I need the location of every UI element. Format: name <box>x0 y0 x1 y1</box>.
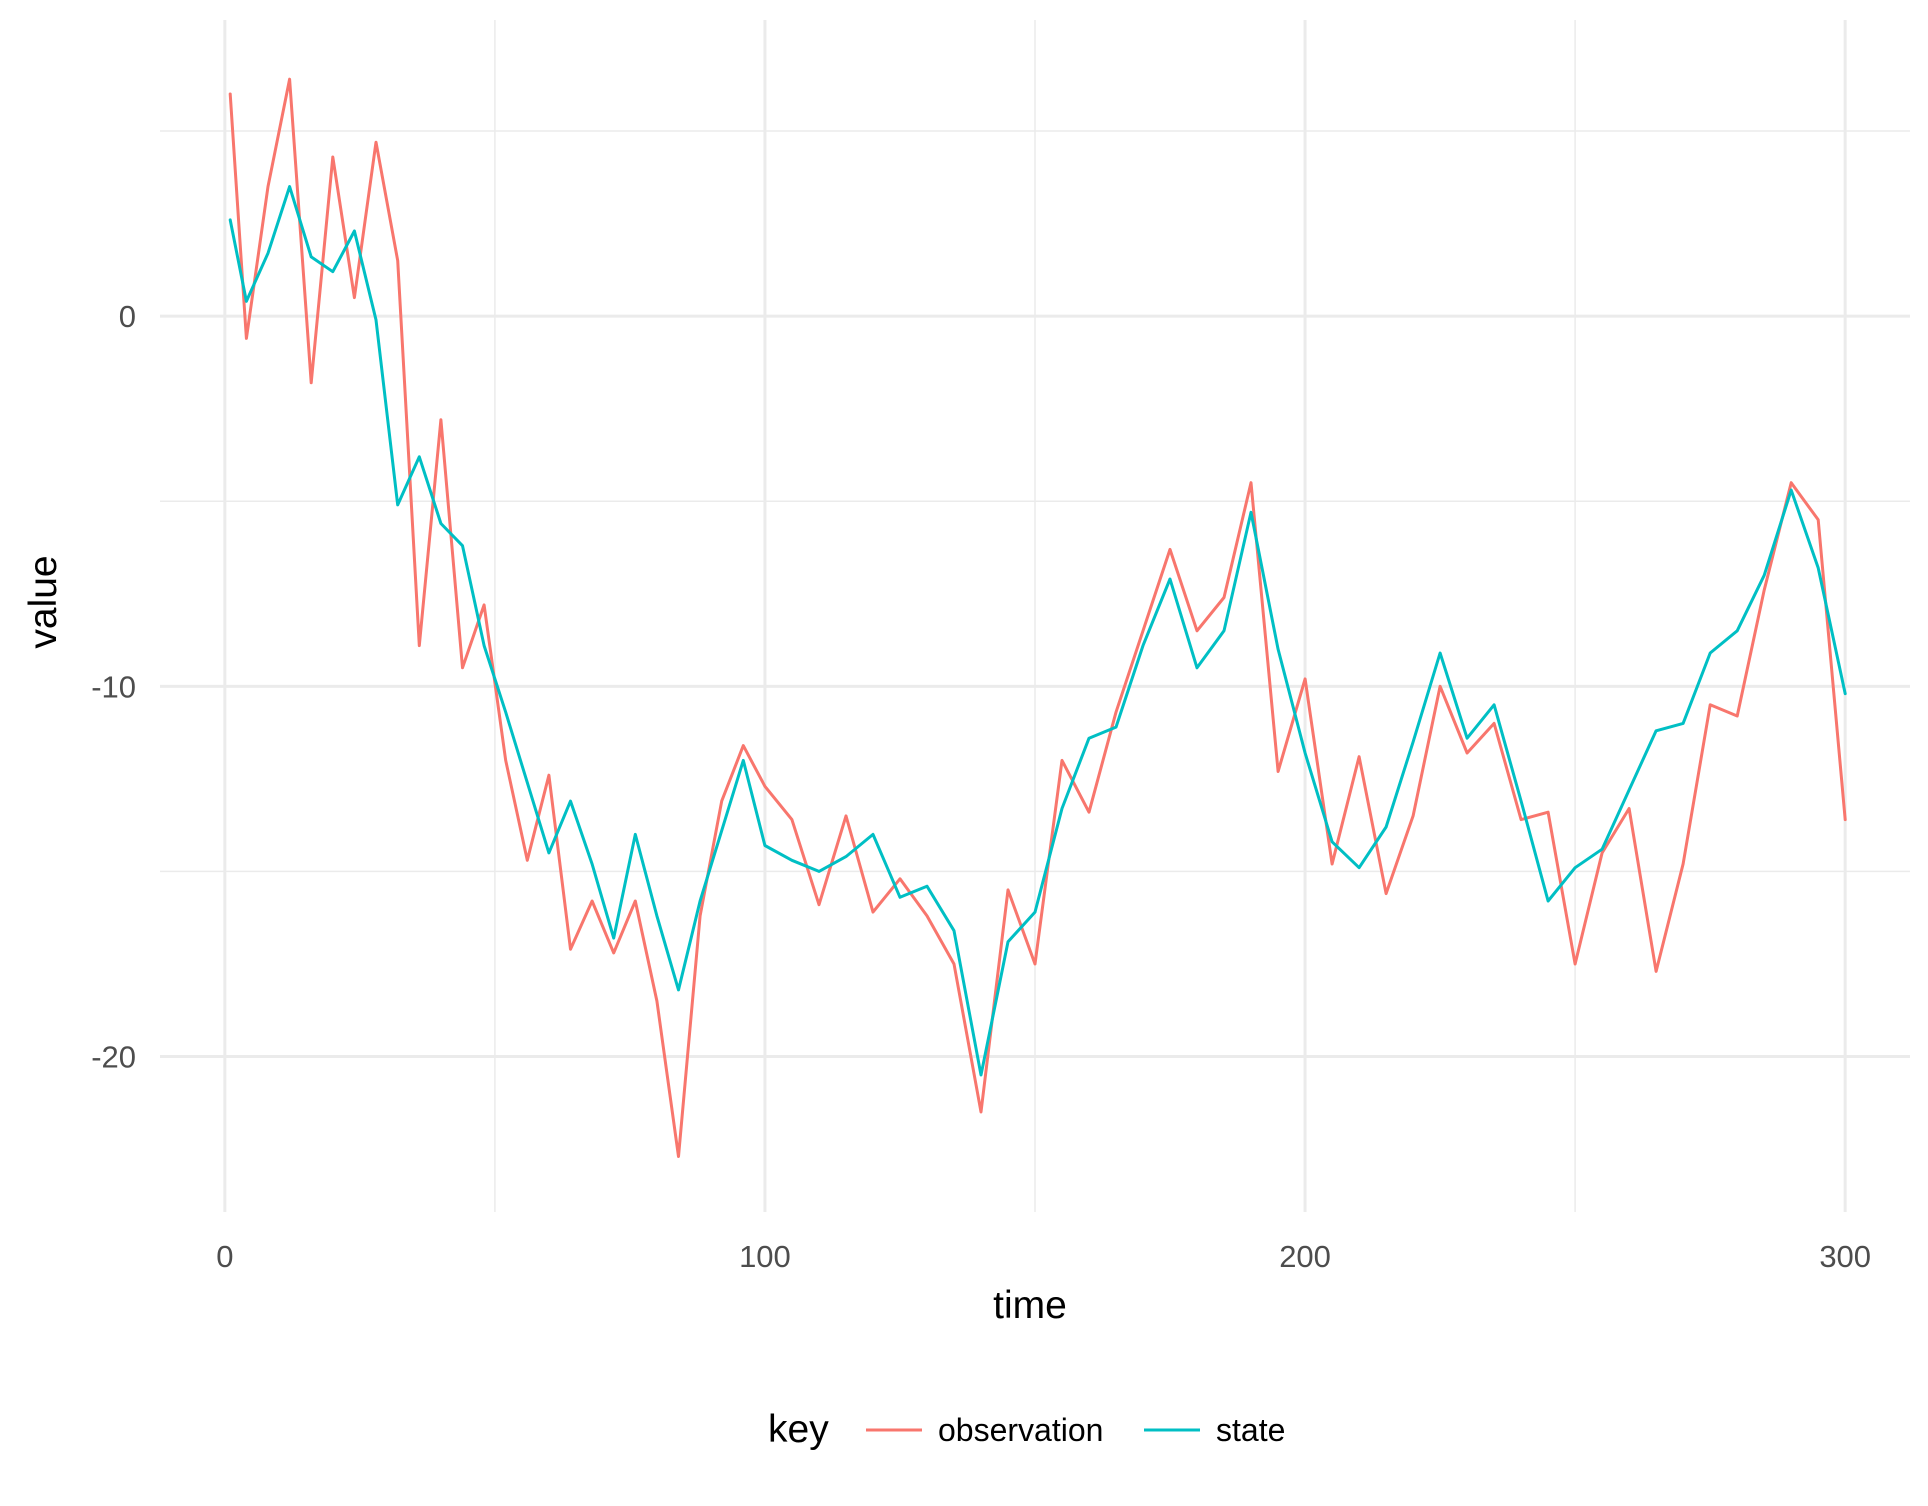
x-axis-tick-labels: 0 100 200 300 <box>216 1239 1871 1274</box>
legend-label-state: state <box>1216 1412 1285 1448</box>
legend-title: key <box>768 1408 829 1451</box>
y-tick-label: -10 <box>91 669 136 704</box>
y-tick-label: 0 <box>119 299 136 334</box>
y-axis-tick-labels: -20 -10 0 <box>91 299 136 1074</box>
series-lines <box>228 77 1847 1158</box>
x-tick-label: 0 <box>216 1239 233 1274</box>
legend-label-observation: observation <box>938 1412 1103 1448</box>
y-axis-title: value <box>22 555 65 648</box>
x-axis-title: time <box>993 1284 1067 1327</box>
series-line-observation <box>228 77 1847 1158</box>
major-gridlines <box>160 20 1910 1212</box>
x-tick-label: 100 <box>739 1239 791 1274</box>
x-tick-label: 300 <box>1819 1239 1871 1274</box>
series-line-state <box>228 185 1847 1077</box>
legend: key observation state <box>768 1408 1285 1451</box>
minor-gridlines <box>160 20 1910 1212</box>
x-tick-label: 200 <box>1279 1239 1331 1274</box>
y-tick-label: -20 <box>91 1040 136 1075</box>
